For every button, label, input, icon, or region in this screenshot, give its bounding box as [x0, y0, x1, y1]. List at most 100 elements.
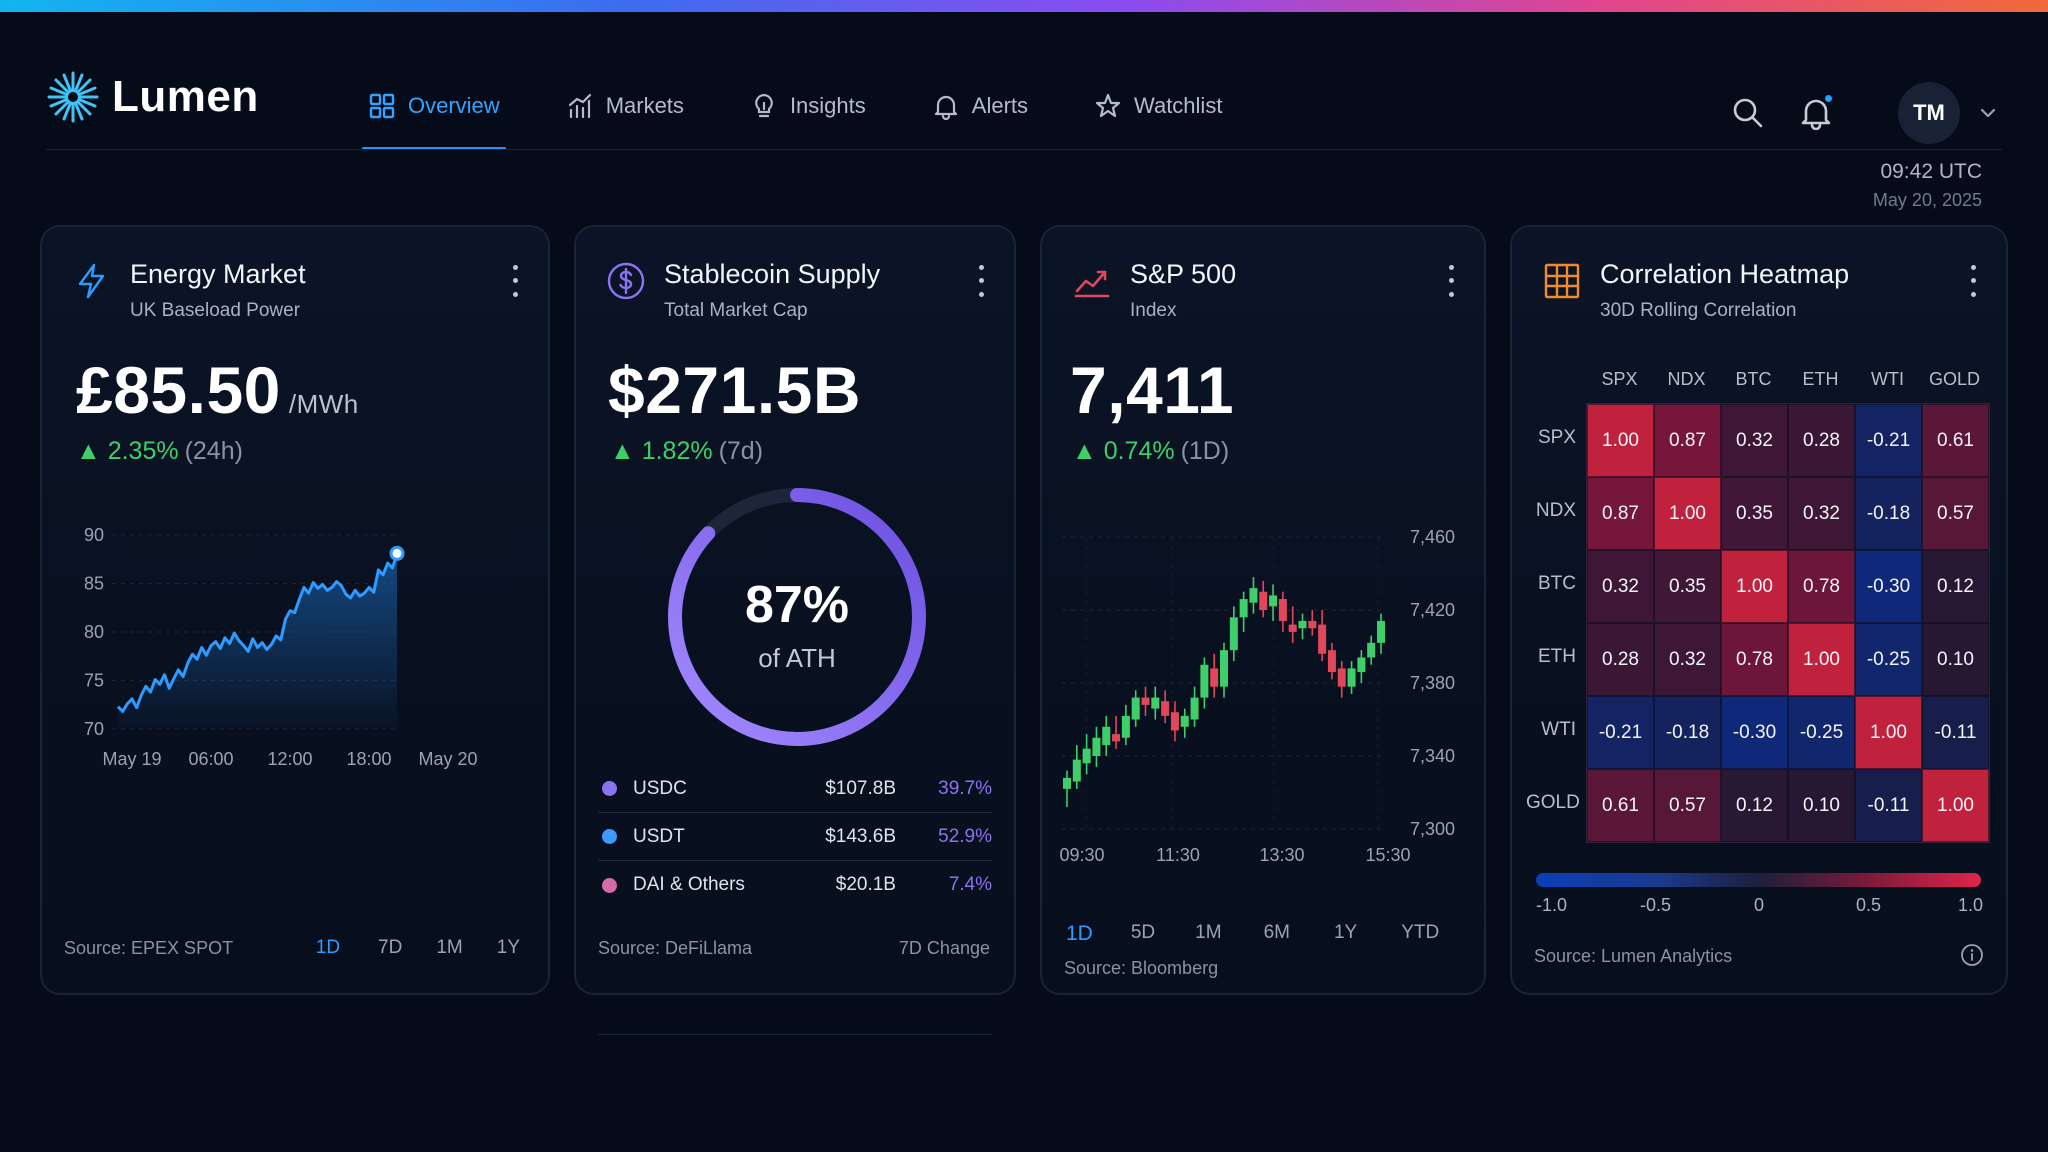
heatmap-cell[interactable]: -0.11 [1855, 769, 1922, 842]
heatmap-cell[interactable]: -0.11 [1922, 696, 1989, 769]
logo[interactable]: Lumen [46, 70, 259, 124]
search-button[interactable] [1726, 91, 1770, 135]
heatmap-cell[interactable]: 0.32 [1654, 623, 1721, 696]
heatmap-cell[interactable]: 0.12 [1922, 550, 1989, 623]
energy-change: ▲ 2.35% (24h) [76, 437, 243, 466]
tab-1m[interactable]: 1M [436, 937, 463, 958]
tab-6m[interactable]: 6M [1263, 922, 1290, 943]
nav-item-overview[interactable]: Overview [362, 62, 506, 150]
bar-chart-icon [568, 93, 591, 119]
heatmap-cell[interactable]: 0.28 [1788, 404, 1855, 477]
nav-label-insights: Insights [789, 93, 866, 118]
energy-timeframe-tabs: 1D 7D 1M 1Y [316, 937, 520, 959]
y-tick-label: 7,380 [1410, 673, 1455, 693]
heatmap-cell[interactable]: 0.78 [1788, 550, 1855, 623]
heatmap-cell[interactable]: 1.00 [1654, 477, 1721, 550]
heatmap-cell[interactable]: 0.61 [1922, 404, 1989, 477]
tab-ytd[interactable]: YTD [1401, 922, 1440, 943]
heatmap-cell[interactable]: 1.00 [1721, 550, 1788, 623]
more-options-button[interactable] [1438, 261, 1464, 301]
x-tick-label: 12:00 [267, 749, 312, 769]
tab-1d[interactable]: 1D [315, 937, 341, 958]
heatmap-cell[interactable]: 1.00 [1587, 404, 1654, 477]
legend-row-usdt: USDT $143.6B 52.9% [598, 813, 992, 861]
tab-1m[interactable]: 1M [1195, 922, 1222, 943]
change-period: (7d) [718, 437, 764, 465]
correlation-heatmap-card: Correlation Heatmap 30D Rolling Correlat… [1510, 225, 2008, 995]
clock: 09:42 UTC May 20, 2025 [1873, 160, 1982, 211]
heatmap-column-label: WTI [1871, 369, 1904, 389]
candle-body [1072, 759, 1081, 782]
card-subtitle: 30D Rolling Correlation [1600, 300, 1797, 321]
heatmap-cell[interactable]: -0.21 [1855, 404, 1922, 477]
heatmap-row-label: GOLD [1526, 792, 1580, 813]
heatmap-cell[interactable]: 0.28 [1587, 623, 1654, 696]
tab-1d[interactable]: 1D [1066, 922, 1093, 945]
info-icon[interactable] [1960, 943, 1984, 967]
candle-body [1063, 777, 1071, 789]
clock-date: May 20, 2025 [1872, 190, 1982, 210]
heatmap-cell[interactable]: 1.00 [1788, 623, 1855, 696]
notification-dot [1823, 93, 1834, 104]
candle-body [1092, 737, 1101, 756]
heatmap-cell[interactable]: 0.32 [1788, 477, 1855, 550]
tab-1y[interactable]: 1Y [496, 937, 520, 958]
tab-1y[interactable]: 1Y [1333, 922, 1358, 943]
more-options-button[interactable] [968, 261, 994, 301]
heatmap-cell[interactable]: 0.32 [1721, 404, 1788, 477]
more-options-button[interactable] [1960, 261, 1986, 301]
heatmap-cell[interactable]: 0.35 [1654, 550, 1721, 623]
heatmap-cell[interactable]: -0.30 [1855, 550, 1922, 623]
heatmap-cell[interactable]: -0.18 [1654, 696, 1721, 769]
tab-7d[interactable]: 7D [378, 937, 403, 958]
heatmap-row-label: BTC [1538, 573, 1576, 594]
change-value: ▲ 1.82% [610, 437, 713, 465]
nav-item-alerts[interactable]: Alerts [926, 62, 1034, 150]
heatmap-cell[interactable]: 0.10 [1788, 769, 1855, 842]
heatmap-cell[interactable]: 0.87 [1654, 404, 1721, 477]
candle-body [1249, 588, 1258, 603]
sp500-value: 7,411 [1070, 353, 1235, 427]
heatmap-cell[interactable]: -0.21 [1587, 696, 1654, 769]
heatmap-cell[interactable]: 0.78 [1721, 623, 1788, 696]
heatmap-cell[interactable]: 0.12 [1721, 769, 1788, 842]
avatar[interactable]: TM [1898, 82, 1960, 144]
latest-price-point [389, 545, 405, 561]
heatmap-cell[interactable]: -0.30 [1721, 696, 1788, 769]
heatmap-cell[interactable]: 1.00 [1855, 696, 1922, 769]
heatmap-cell[interactable]: -0.25 [1788, 696, 1855, 769]
heatmap-cell[interactable]: -0.18 [1855, 477, 1922, 550]
heatmap-cell[interactable]: -0.25 [1855, 623, 1922, 696]
heatmap-cell[interactable]: 0.32 [1587, 550, 1654, 623]
nav-item-insights[interactable]: Insights [744, 62, 872, 150]
sp500-source: Source: Bloomberg [1064, 958, 1219, 978]
trend-up-icon [1074, 270, 1110, 298]
card-header: Energy Market UK Baseload Power [72, 259, 306, 322]
heatmap-cell[interactable]: 0.57 [1922, 477, 1989, 550]
nav-item-markets[interactable]: Markets [560, 62, 690, 150]
heatmap-cell[interactable]: 0.35 [1721, 477, 1788, 550]
legend-value: $107.8B [825, 777, 896, 799]
legend-name: USDT [633, 825, 685, 847]
candle-body [1200, 664, 1209, 698]
nav-item-watchlist[interactable]: Watchlist [1088, 62, 1228, 150]
y-tick-label: 7,460 [1410, 527, 1455, 547]
card-subtitle: UK Baseload Power [130, 300, 301, 321]
legend-dot [602, 781, 617, 796]
account-menu-button[interactable] [1974, 99, 2002, 127]
tab-5d[interactable]: 5D [1130, 922, 1156, 943]
heatmap-cell[interactable]: 0.10 [1922, 623, 1989, 696]
card-header: S&P 500 Index [1072, 259, 1236, 322]
more-options-button[interactable] [502, 261, 528, 301]
heatmap-column-label: BTC [1735, 369, 1772, 389]
notifications-button[interactable] [1794, 91, 1838, 135]
legend-value: $20.1B [835, 874, 896, 895]
app-name: Lumen [112, 72, 259, 121]
lightbulb-icon [755, 93, 773, 118]
heatmap-cell[interactable]: 0.61 [1587, 769, 1654, 842]
heatmap-cell[interactable]: 1.00 [1922, 769, 1989, 842]
header-divider [46, 149, 2002, 150]
legend-row-usdc: USDC $107.8B 39.7% [598, 765, 992, 813]
heatmap-cell[interactable]: 0.87 [1587, 477, 1654, 550]
heatmap-cell[interactable]: 0.57 [1654, 769, 1721, 842]
